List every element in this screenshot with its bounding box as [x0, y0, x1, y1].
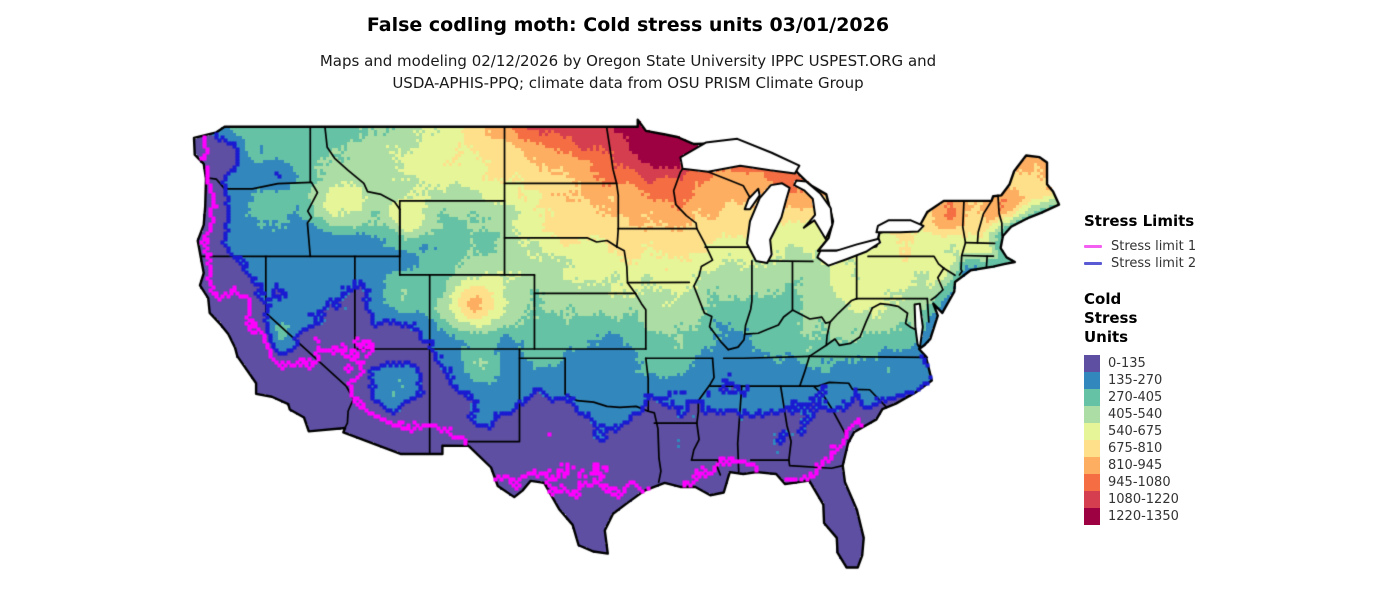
- legend-bin-label: 405-540: [1108, 407, 1163, 422]
- legend-bin-swatch: [1084, 423, 1100, 440]
- stress-limits-title: Stress Limits: [1084, 212, 1195, 230]
- legend: Stress Limits Stress limit 1 Stress limit…: [1084, 212, 1234, 525]
- legend-line-label: Stress limit 2: [1111, 256, 1197, 271]
- figure-title: False codling moth: Cold stress units 03…: [366, 14, 890, 36]
- cold-stress-bin: 945-1080: [1084, 474, 1234, 491]
- stress-limit-item: Stress limit 2: [1084, 255, 1234, 272]
- us-map-canvas: [188, 112, 1062, 586]
- legend-bin-swatch: [1084, 355, 1100, 372]
- us-cold-stress-map: [188, 112, 1062, 586]
- stress-limit-item: Stress limit 1: [1084, 238, 1234, 255]
- legend-bin-swatch: [1084, 440, 1100, 457]
- cold-stress-bin: 1080-1220: [1084, 491, 1234, 508]
- cold-stress-bin: 810-945: [1084, 457, 1234, 474]
- legend-bin-label: 135-270: [1108, 373, 1163, 388]
- stress-limits-items: Stress limit 1 Stress limit 2: [1084, 238, 1234, 272]
- legend-bin-label: 1080-1220: [1108, 492, 1179, 507]
- legend-bin-label: 810-945: [1108, 458, 1163, 473]
- cold-stress-title: Cold Stress Units: [1084, 290, 1138, 346]
- legend-bin-swatch: [1084, 389, 1100, 406]
- legend-bin-label: 0-135: [1108, 356, 1146, 371]
- legend-bin-label: 1220-1350: [1108, 509, 1179, 524]
- cold-stress-bin: 135-270: [1084, 372, 1234, 389]
- legend-line-swatch: [1084, 262, 1102, 265]
- legend-bin-label: 270-405: [1108, 390, 1163, 405]
- subtitle-line-2: USDA-APHIS-PPQ; climate data from OSU PR…: [392, 74, 864, 92]
- legend-bin-swatch: [1084, 372, 1100, 389]
- legend-bin-label: 945-1080: [1108, 475, 1171, 490]
- legend-bin-label: 540-675: [1108, 424, 1163, 439]
- cold-stress-bin: 270-405: [1084, 389, 1234, 406]
- cold-stress-bin: 0-135: [1084, 355, 1234, 372]
- cold-stress-bin: 540-675: [1084, 423, 1234, 440]
- cold-stress-bin: 675-810: [1084, 440, 1234, 457]
- cold-stress-bin: 405-540: [1084, 406, 1234, 423]
- figure-subtitle: Maps and modeling 02/12/2026 by Oregon S…: [188, 50, 1068, 94]
- legend-line-swatch: [1084, 245, 1102, 248]
- legend-bin-swatch: [1084, 474, 1100, 491]
- legend-line-label: Stress limit 1: [1111, 239, 1197, 254]
- legend-bin-swatch: [1084, 491, 1100, 508]
- figure-header: False codling moth: Cold stress units 03…: [188, 14, 1068, 94]
- legend-bin-swatch: [1084, 457, 1100, 474]
- legend-bin-swatch: [1084, 508, 1100, 525]
- legend-bin-swatch: [1084, 406, 1100, 423]
- cold-stress-bins: 0-135 135-270 270-405 405-540 540-675 675-810…: [1084, 355, 1234, 525]
- cold-stress-bin: 1220-1350: [1084, 508, 1234, 525]
- subtitle-line-1: Maps and modeling 02/12/2026 by Oregon S…: [319, 52, 937, 70]
- legend-bin-label: 675-810: [1108, 441, 1163, 456]
